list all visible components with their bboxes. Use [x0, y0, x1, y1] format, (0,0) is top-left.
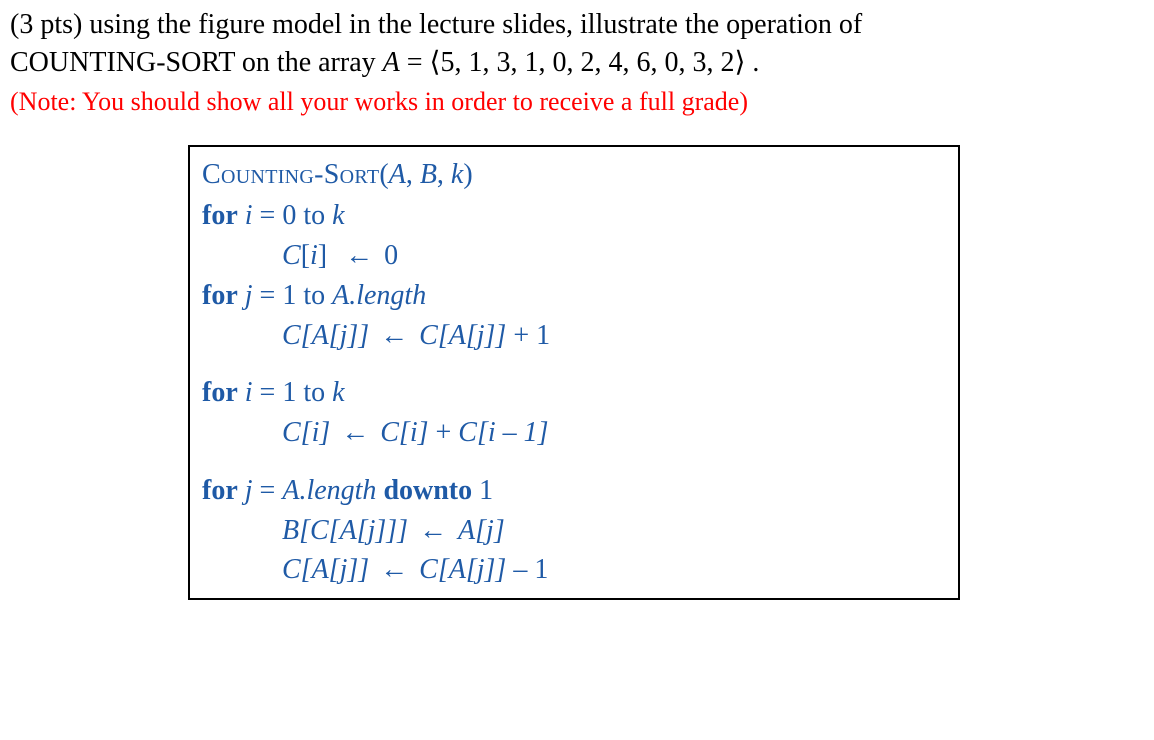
note-close-paren: )	[739, 87, 748, 116]
algorithm-name: Counting-Sort	[202, 159, 379, 190]
one-5: 1	[282, 377, 296, 408]
algo-line-7: for j = A.length downto 1	[202, 471, 946, 511]
var-i-2: i	[238, 377, 260, 408]
spacer-1	[202, 355, 946, 373]
rhs-9a: C[A[j]]	[419, 554, 506, 585]
note-text: Note: You should show all your works in …	[19, 87, 740, 116]
one-4: 1	[536, 320, 550, 351]
one-9: 1	[534, 554, 548, 585]
kw-for-3: for	[202, 377, 238, 408]
kw-for-4: for	[202, 475, 238, 506]
assign-arrow-icon-3: ←	[337, 417, 373, 448]
kw-for-2: for	[202, 280, 238, 311]
eq: =	[260, 200, 283, 231]
array-close-bracket: ⟩	[734, 47, 745, 78]
assign-arrow-icon: ←	[341, 240, 377, 271]
title-sep1: ,	[406, 159, 420, 190]
rhs-8: A[j]	[458, 515, 505, 546]
kw-to-2: to	[296, 280, 332, 311]
a-length: A.length	[332, 280, 426, 311]
var-j-2: j	[238, 475, 260, 506]
idx-i: i	[310, 240, 318, 271]
eq-3: =	[260, 377, 283, 408]
algo-line-8: B[C[A[j]]] ← A[j]	[202, 511, 946, 551]
one-7: 1	[479, 475, 493, 506]
var-k: k	[332, 200, 344, 231]
spacer-2	[202, 453, 946, 471]
question-line1-rest: using the figure model in the lecture sl…	[89, 9, 862, 40]
title-arg-b: B	[420, 159, 437, 190]
kw-for: for	[202, 200, 238, 231]
eq-4: =	[260, 475, 283, 506]
rhs-6a: C[i]	[380, 417, 428, 448]
var-i: i	[238, 200, 260, 231]
question-note: (Note: You should show all your works in…	[10, 84, 1144, 119]
var-j: j	[238, 280, 260, 311]
assign-arrow-icon-5: ←	[376, 554, 412, 585]
array-values: 5, 1, 3, 1, 0, 2, 4, 6, 0, 3, 2	[440, 47, 734, 78]
bracket-close: ]	[318, 240, 327, 271]
lhs-9: C[A[j]]	[282, 554, 369, 585]
zero: 0	[282, 200, 296, 231]
title-arg-k: k	[451, 159, 463, 190]
kw-to-3: to	[296, 377, 332, 408]
eq-2: =	[260, 280, 283, 311]
algo-line-1: for i = 0 to k	[202, 196, 946, 236]
title-arg-a: A	[389, 159, 406, 190]
title-args-close: )	[463, 159, 472, 190]
plus-4: +	[506, 320, 536, 351]
algorithm-container: Counting-Sort(A, B, k) for i = 0 to k C[…	[188, 145, 1144, 601]
algo-line-3: for j = 1 to A.length	[202, 276, 946, 316]
algo-line-6: C[i] ← C[i] + C[i – 1]	[202, 413, 946, 453]
var-k-2: k	[332, 377, 344, 408]
note-open-paren: (	[10, 87, 19, 116]
bracket-open: [	[301, 240, 310, 271]
a-length-2: A.length	[282, 475, 376, 506]
plus-6: +	[429, 417, 459, 448]
arr-c: C	[282, 240, 301, 271]
algo-line-5: for i = 1 to k	[202, 373, 946, 413]
page-root: (3 pts) using the figure model in the le…	[0, 0, 1154, 740]
minus-9: –	[506, 554, 534, 585]
rhs-6b: C[i – 1]	[458, 417, 548, 448]
question-line-2: COUNTING-SORT on the array A = ⟨5, 1, 3,…	[10, 44, 1144, 82]
algo-line-4: C[A[j]] ← C[A[j]] + 1	[202, 316, 946, 356]
points-prefix: (3 pts)	[10, 9, 89, 40]
array-open-bracket: ⟨	[430, 47, 441, 78]
equals-sign: =	[400, 47, 430, 78]
question-line2-suffix: .	[745, 47, 759, 78]
title-args-open: (	[379, 159, 388, 190]
zero-2: 0	[384, 240, 398, 271]
kw-downto: downto	[376, 475, 479, 506]
question-line-1: (3 pts) using the figure model in the le…	[10, 6, 1144, 44]
question-line2-prefix: COUNTING-SORT on the array	[10, 47, 383, 78]
assign-arrow-icon-4: ←	[415, 515, 451, 546]
kw-to: to	[296, 200, 332, 231]
title-sep2: ,	[437, 159, 451, 190]
lhs-6: C[i]	[282, 417, 330, 448]
rhs-4a: C[A[j]]	[419, 320, 506, 351]
algorithm-box: Counting-Sort(A, B, k) for i = 0 to k C[…	[188, 145, 960, 601]
algorithm-title: Counting-Sort(A, B, k)	[202, 155, 946, 195]
array-symbol: A	[383, 47, 400, 78]
one: 1	[282, 280, 296, 311]
lhs-4: C[A[j]]	[282, 320, 369, 351]
lhs-8: B[C[A[j]]]	[282, 515, 408, 546]
algo-line-2: C[i] ← 0	[202, 236, 946, 276]
question-prompt: (3 pts) using the figure model in the le…	[10, 6, 1144, 119]
assign-arrow-icon-2: ←	[376, 320, 412, 351]
algo-line-9: C[A[j]] ← C[A[j]] – 1	[202, 550, 946, 590]
